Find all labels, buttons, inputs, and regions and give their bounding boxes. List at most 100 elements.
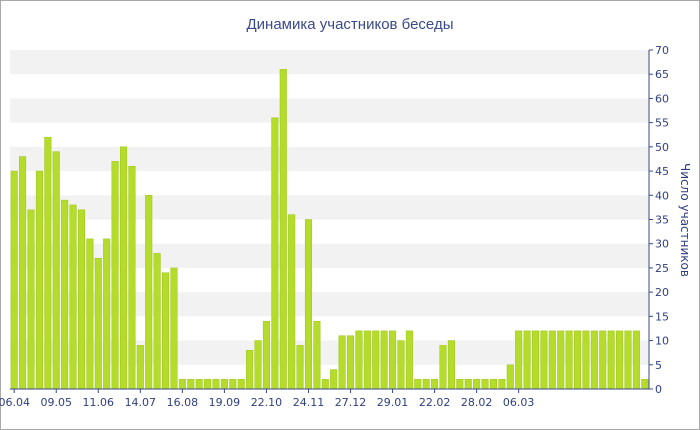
bar [178,379,186,390]
bar [372,330,380,390]
bar [616,330,624,390]
bar [489,379,497,390]
y-tick-label: 25 [655,262,669,275]
bar [456,379,464,390]
bar [599,330,607,390]
bar [111,161,119,390]
bar [220,379,228,390]
y-tick-label: 70 [655,44,669,57]
y-tick-label: 40 [655,189,669,202]
bar [582,330,590,390]
x-tick-label: 06.04 [0,396,30,409]
bar [607,330,615,390]
bar [296,345,304,390]
bar [447,340,455,390]
x-tick-label: 14.07 [125,396,157,409]
x-tick-label: 24.11 [293,396,325,409]
bars [10,69,649,390]
bar [128,165,136,390]
bar [346,335,355,390]
bar [548,330,556,390]
bar [52,151,60,390]
y-tick-label: 5 [655,359,662,372]
bar [338,335,346,390]
bar [531,330,540,390]
y-tick-label: 10 [655,335,669,348]
bar [439,345,447,390]
bar [389,330,397,390]
y-axis-label: Число участников [678,163,692,277]
bar [86,238,94,390]
bar [279,69,287,390]
bar [590,330,598,390]
bar [237,379,245,390]
x-tick-label: 11.06 [83,396,115,409]
bar [170,267,178,390]
bar [27,209,35,390]
bar [271,117,279,390]
bar [44,136,52,390]
bar [136,345,144,390]
y-tick-label: 30 [655,238,669,251]
bar [246,350,254,390]
x-tick-label: 27.12 [335,396,367,409]
bar [187,379,195,390]
bar [321,379,329,390]
grid-band [10,146,649,172]
bar [35,170,43,390]
y-tick-label: 35 [655,214,669,227]
chart-title: Динамика участников беседы [247,16,454,33]
y-tick-label: 45 [655,165,669,178]
bar [363,330,371,390]
bar [632,330,640,390]
x-tick-label: 09.05 [40,396,72,409]
bar [262,320,270,390]
bar [565,330,573,390]
x-tick-label: 19.09 [209,396,241,409]
bar [431,379,439,390]
bar [77,209,86,390]
bar [61,199,69,390]
bar [540,330,548,390]
bar [229,379,237,390]
grid-band [10,98,649,123]
bar [204,379,212,390]
grid-band [10,195,649,220]
bar [641,379,649,390]
bar [624,330,632,390]
bar [523,330,531,390]
y-tick-label: 55 [655,117,669,130]
bar [355,330,363,390]
bar [380,330,388,390]
bar [405,330,413,390]
y-tick-label: 0 [655,383,662,396]
bar [145,195,153,390]
bar [69,204,77,390]
bar [557,330,565,390]
bar [94,257,102,390]
bar [19,156,27,390]
bar [330,369,338,390]
bar [304,219,313,390]
bar [212,379,220,390]
bar [103,238,111,390]
bar [153,253,161,390]
y-tick-label: 60 [655,92,669,105]
bar [288,214,296,390]
x-tick-label: 16.08 [167,396,199,409]
x-tick-label: 22.02 [419,396,451,409]
bar [397,340,405,390]
bar [422,379,430,390]
bar [515,330,523,390]
bar [195,379,203,390]
bar [506,364,514,390]
bar [574,330,582,390]
bar [119,146,128,390]
y-tick-label: 15 [655,310,669,323]
bar [498,379,506,390]
bar [464,379,472,390]
x-tick-label: 29.01 [377,396,409,409]
bar [473,379,481,390]
x-tick-label: 06.03 [503,396,535,409]
